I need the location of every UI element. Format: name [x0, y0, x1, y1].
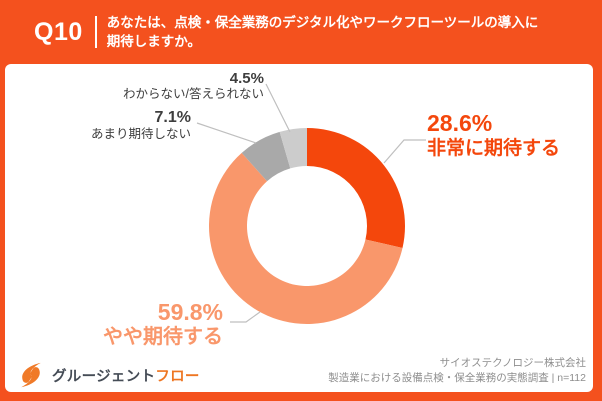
source-company: サイオステクノロジー株式会社: [439, 357, 586, 369]
logo-text-main: グルージェント: [52, 368, 156, 385]
leader-line-somewhat-expect: [230, 311, 261, 323]
label-not-much: 7.1% あまり期待しない: [91, 109, 191, 141]
question-line-1: あなたは、点検・保全業務のデジタル化やワークフローツールの導入に: [106, 15, 539, 30]
question-text: あなたは、点検・保全業務のデジタル化やワークフローツールの導入に 期待しますか。: [107, 13, 538, 51]
logo-text-accent: フロー: [155, 368, 200, 385]
label-dont-know: 4.5% わからない/答えられない: [123, 70, 264, 102]
cat-somewhat-expect: やや期待する: [103, 326, 223, 348]
question-number: Q10: [34, 17, 83, 46]
cat-not-much: あまり期待しない: [90, 127, 191, 141]
pct-not-much: 7.1%: [154, 109, 191, 126]
donut-segment-3: [279, 128, 307, 169]
pct-dont-know: 4.5%: [229, 70, 264, 87]
label-somewhat-expect: 59.8% やや期待する: [103, 299, 223, 349]
source-note: サイオステクノロジー株式会社 製造業における設備点検・保全業務の実態調査 | n…: [328, 356, 586, 385]
brand-logo: グルージェントフロー: [18, 362, 200, 388]
header-divider: [94, 16, 97, 48]
logo-text: グルージェントフロー: [52, 365, 200, 386]
question-line-2: 期待しますか。: [106, 34, 201, 49]
pct-somewhat-expect: 59.8%: [157, 299, 223, 325]
donut-segment-1: [209, 152, 403, 324]
leader-line-strongly-expect: [383, 139, 426, 164]
question-header: Q10 あなたは、点検・保全業務のデジタル化やワークフローツールの導入に 期待し…: [0, 0, 602, 64]
gluegent-flow-icon: [21, 362, 41, 388]
label-strongly-expect: 28.6% 非常に期待する: [427, 110, 560, 161]
cat-strongly-expect: 非常に期待する: [427, 138, 561, 159]
content-panel: [5, 64, 593, 392]
cat-dont-know: わからない/答えられない: [123, 87, 264, 101]
donut-segment-0: [307, 128, 405, 248]
pct-strongly-expect: 28.6%: [427, 110, 493, 136]
leader-line-not-much: [196, 122, 257, 144]
source-survey: 製造業における設備点検・保全業務の実態調査 | n=112: [328, 371, 586, 384]
donut-segment-2: [241, 131, 291, 182]
donut-segments: [209, 128, 405, 324]
leader-line-dont-know: [265, 83, 291, 133]
